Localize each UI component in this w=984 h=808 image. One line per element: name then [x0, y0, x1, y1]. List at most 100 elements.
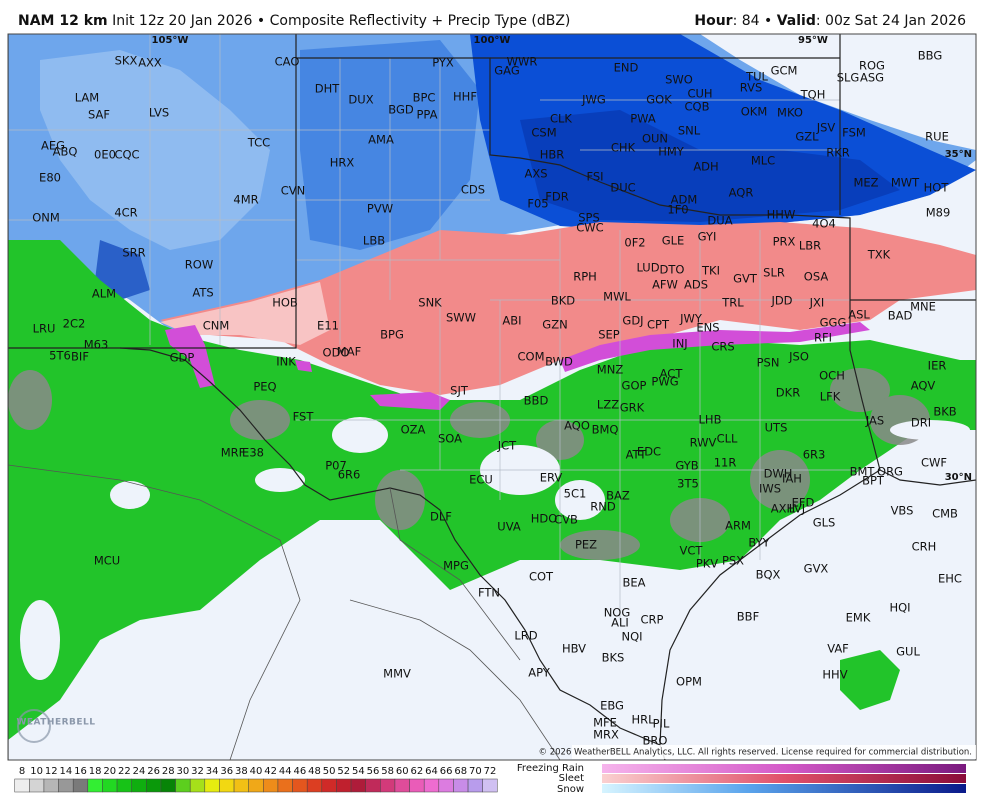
snow-heavy: [520, 110, 900, 222]
legend-swatch: [423, 778, 440, 793]
station-label: GZN: [542, 318, 567, 332]
station-label: ENS: [696, 321, 719, 335]
legend-tick-label: 24: [133, 766, 146, 777]
station-label: ATS: [192, 286, 213, 300]
legend-tick-label: 56: [367, 766, 380, 777]
station-label: MNE: [910, 300, 936, 314]
legend-swatch: [219, 778, 235, 793]
legend-swatch: [233, 778, 249, 793]
station-label: E80: [39, 171, 61, 185]
ptype-label: Freezing Rain: [517, 763, 584, 774]
freezing-rain: [165, 322, 870, 410]
station-label: MPG: [443, 559, 469, 573]
station-label: LBR: [799, 239, 821, 253]
station-label: HBV: [562, 642, 586, 656]
legend-swatch: [146, 778, 162, 793]
legend-tick-label: 20: [103, 766, 116, 777]
station-label: HHW: [767, 208, 796, 222]
station-label: 1F0: [667, 203, 688, 217]
station-label: E38: [242, 446, 264, 460]
station-label: 4O4: [812, 217, 836, 231]
station-label: F05: [527, 197, 548, 211]
station-label: ECU: [469, 473, 493, 487]
legend-swatch: [87, 778, 103, 793]
hour: : 84: [733, 13, 760, 29]
station-label: GAG: [494, 64, 520, 78]
station-label: CAO: [275, 55, 300, 69]
station-label: MAF: [337, 345, 361, 359]
legend-tick-label: 10: [30, 766, 43, 777]
station-label: OZA: [401, 423, 426, 437]
station-label: GVX: [804, 562, 829, 576]
station-label: SWW: [446, 311, 476, 325]
station-label: PEQ: [253, 380, 276, 394]
legend-swatch: [336, 778, 352, 793]
legend-tick-label: 54: [352, 766, 365, 777]
legend-tick-label: 62: [411, 766, 424, 777]
station-label: TUL: [745, 70, 768, 84]
station-label: CDS: [461, 183, 485, 197]
station-label: AXH: [771, 502, 795, 516]
station-label: CRP: [641, 613, 664, 627]
station-label: BMT: [850, 465, 876, 479]
station-label: BPG: [380, 328, 404, 342]
station-label: IWS: [759, 482, 781, 496]
station-label: BKS: [602, 651, 625, 665]
station-label: MRX: [593, 728, 619, 742]
legend-swatch: [306, 778, 323, 793]
station-label: RUE: [925, 130, 949, 144]
legend-swatch: [263, 778, 279, 793]
station-label: UVA: [497, 520, 521, 534]
valid-time: : 00z Sat 24 Jan 2026: [816, 13, 966, 29]
station-label: VCT: [680, 544, 704, 558]
station-label: PRX: [773, 235, 796, 249]
station-label: CVB: [554, 513, 578, 527]
legend-swatch: [409, 778, 425, 793]
station-label: AQV: [911, 379, 936, 393]
station-label: AQR: [729, 186, 754, 200]
header-right: Hour: 84 • Valid: 00z Sat 24 Jan 2026: [694, 13, 966, 29]
legend-swatch: [189, 778, 206, 793]
station-label: DUC: [610, 181, 635, 195]
station-label: MMV: [383, 667, 411, 681]
station-label: BGD: [388, 103, 414, 117]
station-label: COT: [529, 570, 554, 584]
station-label: CMB: [932, 507, 958, 521]
station-label: HRL: [631, 713, 655, 727]
legend-swatch: [14, 778, 30, 793]
legend-tick-label: 28: [162, 766, 175, 777]
station-label: 2C2: [63, 317, 86, 331]
station-label: SWO: [665, 73, 693, 87]
station-label: PWG: [651, 375, 678, 389]
station-label: BAZ: [606, 489, 630, 503]
station-label: MRF: [221, 446, 246, 460]
legend-tick-label: 40: [250, 766, 263, 777]
station-label: JCT: [497, 439, 517, 453]
station-label: IER: [928, 359, 947, 373]
station-label: LFK: [820, 390, 841, 404]
copyright: © 2026 WeatherBELL Analytics, LLC. All r…: [539, 748, 972, 758]
station-label: DLF: [430, 510, 452, 524]
station-label: AQO: [564, 419, 590, 433]
station-label: CRH: [912, 540, 937, 554]
station-label: BIF: [71, 350, 89, 364]
station-label: JWY: [679, 312, 703, 326]
station-label: AFW: [652, 278, 678, 292]
station-label: RPH: [573, 270, 597, 284]
station-label: JWG: [581, 93, 606, 107]
station-label: AEG: [41, 139, 65, 153]
station-label: DWH: [764, 467, 793, 481]
station-label: BBD: [524, 394, 549, 408]
station-label: GZL: [795, 130, 819, 144]
station-label: PWA: [630, 112, 656, 126]
station-label: EFD: [792, 496, 815, 510]
station-label: HQI: [889, 601, 910, 615]
station-label: SAF: [88, 108, 110, 122]
legend-swatch: [277, 778, 293, 793]
station-label: DTO: [660, 263, 685, 277]
county-lines: [8, 34, 880, 620]
legend-tick-label: 38: [235, 766, 248, 777]
station-label: P07: [325, 459, 347, 473]
station-label: ADM: [671, 193, 698, 207]
